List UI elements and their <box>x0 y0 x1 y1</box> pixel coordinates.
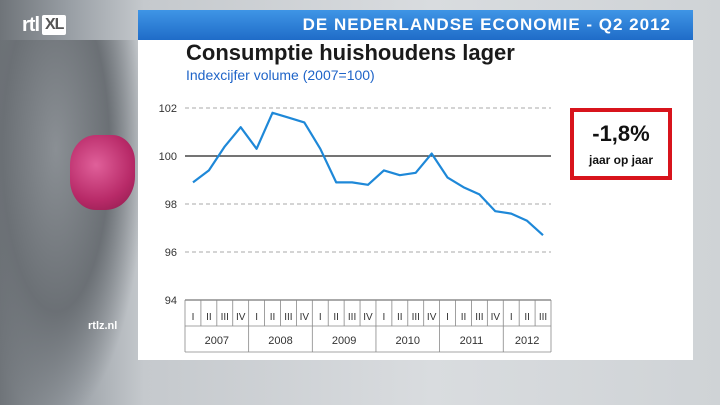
background-shopping-bag <box>70 135 135 210</box>
banner-text: DE NEDERLANDSE ECONOMIE - Q2 2012 <box>302 15 671 34</box>
quarter-label: II <box>461 312 467 323</box>
quarter-label: II <box>524 312 530 323</box>
quarter-label: I <box>319 312 322 323</box>
quarter-label: III <box>539 312 547 323</box>
quarter-label: I <box>255 312 258 323</box>
watermark: rtlz.nl <box>88 320 118 332</box>
callout-value: -1,8% <box>592 121 650 146</box>
chart-title: Consumptie huishoudens lager <box>186 40 515 65</box>
year-label: 2012 <box>515 335 539 347</box>
background-person-silhouette <box>0 40 140 405</box>
y-tick-label: 96 <box>165 247 177 259</box>
year-label: 2009 <box>332 335 356 347</box>
year-label: 2010 <box>396 335 420 347</box>
quarter-label: IV <box>427 312 437 323</box>
quarter-label: IV <box>491 312 501 323</box>
quarter-label: II <box>206 312 212 323</box>
yoy-callout: -1,8% jaar op jaar <box>570 108 672 180</box>
quarter-label: II <box>397 312 403 323</box>
y-tick-label: 102 <box>159 103 177 115</box>
chart-subtitle: Indexcijfer volume (2007=100) <box>186 67 375 83</box>
y-tick-label: 100 <box>159 151 177 163</box>
quarter-label: I <box>446 312 449 323</box>
quarter-label: III <box>475 312 483 323</box>
year-label: 2008 <box>268 335 292 347</box>
quarter-label: II <box>333 312 339 323</box>
quarter-label: III <box>348 312 356 323</box>
y-tick-label: 94 <box>165 295 177 307</box>
quarter-label: I <box>510 312 513 323</box>
banner: DE NEDERLANDSE ECONOMIE - Q2 2012 <box>138 10 693 40</box>
quarter-label: IV <box>363 312 373 323</box>
quarter-label: III <box>412 312 420 323</box>
year-label: 2011 <box>460 335 484 347</box>
channel-logo: rtl XL <box>22 12 67 38</box>
quarter-label: I <box>383 312 386 323</box>
quarter-label: I <box>192 312 195 323</box>
quarter-label: IV <box>236 312 246 323</box>
callout-label: jaar op jaar <box>588 153 654 167</box>
quarter-label: IV <box>300 312 310 323</box>
chart-panel: Consumptie huishoudens lager Indexcijfer… <box>138 40 693 360</box>
logo-box: XL <box>42 15 67 35</box>
year-label: 2007 <box>205 335 229 347</box>
quarter-label: III <box>221 312 229 323</box>
logo-text: rtl <box>22 13 40 36</box>
quarter-label: III <box>284 312 292 323</box>
series-line <box>192 111 544 237</box>
quarter-label: II <box>270 312 276 323</box>
y-tick-label: 98 <box>165 199 177 211</box>
